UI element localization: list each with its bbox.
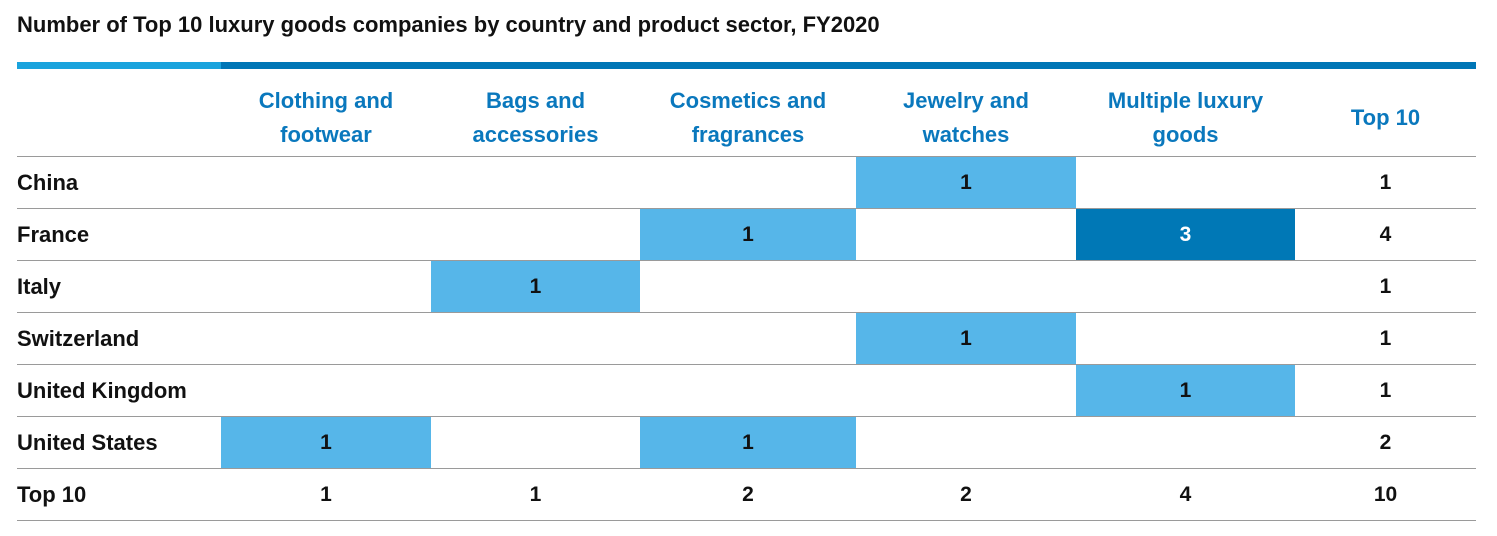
column-header-line: footwear [280,122,372,147]
row-divider [17,156,1476,157]
column-header-line: Bags and [485,88,586,113]
column-header: Top 10 [1295,80,1476,156]
column-header-text: Multiple luxury goods [1108,84,1263,152]
row-total-cell: 2 [1379,430,1392,454]
data-cell: 1 [1076,365,1295,416]
column-header-text: Clothing and footwear [259,84,393,152]
row-label: Italy [17,273,62,299]
column-header-line: goods [1152,122,1219,147]
data-cell: 1 [431,261,640,312]
data-cell: 1 [221,417,431,468]
row-total-cell: 4 [1379,222,1392,246]
accent-bar-dark [221,62,1476,69]
column-header-text: Top 10 [1351,101,1420,135]
row-total-cell: 1 [1379,170,1392,194]
total-cell: 1 [529,482,542,506]
column-header-text: Jewelry and watches [903,84,1029,152]
column-header-line: Top 10 [1350,105,1421,130]
data-cell: 1 [640,209,856,260]
total-cell: 2 [960,482,972,506]
column-header: Bags and accessories [431,80,640,156]
row-divider [17,208,1476,209]
row-divider [17,260,1476,261]
column-header-text: Cosmetics and fragrances [670,84,827,152]
row-divider [17,364,1476,365]
data-cell: 1 [640,417,856,468]
column-header-line: Clothing and [258,88,394,113]
total-cell: 1 [320,482,332,506]
row-divider [17,312,1476,313]
column-header: Clothing and footwear [221,80,431,156]
chart-title: Number of Top 10 luxury goods companies … [17,12,880,37]
column-header-text: Bags and accessories [473,84,599,152]
column-header: Jewelry and watches [856,80,1076,156]
table-bottom-line [17,520,1476,521]
column-header-line: watches [922,122,1010,147]
accent-bar-light [17,62,221,69]
row-label: Top 10 [17,481,87,507]
column-header-line: Jewelry and [903,88,1029,113]
row-label: Switzerland [17,325,140,351]
row-total-cell: 1 [1379,274,1392,298]
column-header-line: accessories [472,122,599,147]
row-label: United Kingdom [17,377,187,403]
column-header-line: Multiple luxury [1107,88,1264,113]
row-total-cell: 10 [1373,482,1398,506]
column-header-line: Cosmetics and [669,88,827,113]
row-label: United States [17,429,158,455]
column-header-line: fragrances [691,122,805,147]
total-cell: 2 [742,482,754,506]
row-total-cell: 1 [1379,326,1392,350]
total-cell: 4 [1179,482,1192,506]
row-label: China [17,169,79,195]
column-header: Cosmetics and fragrances [640,80,856,156]
data-cell: 1 [856,157,1076,208]
row-label: France [17,221,90,247]
row-total-cell: 1 [1379,378,1392,402]
data-cell: 1 [856,313,1076,364]
row-divider [17,416,1476,417]
row-divider [17,468,1476,469]
column-header: Multiple luxury goods [1076,80,1295,156]
data-cell: 3 [1076,209,1295,260]
